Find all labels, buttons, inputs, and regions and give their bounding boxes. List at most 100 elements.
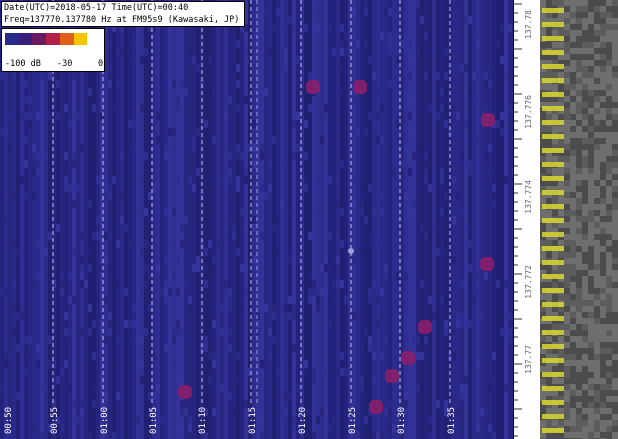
spectrogram-column <box>240 0 244 439</box>
side-cell <box>594 264 600 270</box>
spectrogram-cell <box>260 144 264 152</box>
side-cell <box>576 402 582 408</box>
side-cell <box>606 348 612 354</box>
spectrogram-cell <box>148 192 152 200</box>
spectrogram-column <box>64 0 68 439</box>
side-cell <box>570 6 576 12</box>
spectrogram-cell <box>340 48 344 56</box>
spectrogram-cell <box>324 256 328 264</box>
spectrogram-cell <box>368 296 372 304</box>
side-cell <box>588 192 594 198</box>
side-cell <box>606 216 612 222</box>
spectrogram-cell <box>384 336 388 344</box>
spectrogram-cell <box>452 248 456 256</box>
side-cell <box>600 60 606 66</box>
spectrogram[interactable]: Date(UTC)=2018-05-17 Time(UTC)=00:40 Fre… <box>0 0 513 439</box>
spectrogram-cell <box>12 72 16 80</box>
side-cell <box>600 324 606 330</box>
side-cell <box>588 66 594 72</box>
spectrogram-cell <box>208 376 212 384</box>
side-cell <box>552 228 558 234</box>
spectrogram-cell <box>360 344 364 352</box>
time-label: 01:05 <box>149 406 159 434</box>
side-cell <box>600 390 606 396</box>
spectrogram-cell <box>264 8 268 16</box>
side-cell <box>564 216 570 222</box>
side-cell <box>570 240 576 246</box>
side-cell <box>594 180 600 186</box>
spectrogram-column <box>32 0 36 439</box>
side-cell <box>600 228 606 234</box>
spectrogram-cell <box>368 112 372 120</box>
side-cell <box>540 396 546 402</box>
spectrogram-cell <box>264 32 268 40</box>
side-cell <box>600 54 606 60</box>
spectrogram-cell <box>444 96 448 104</box>
side-highlight <box>542 274 564 279</box>
side-cell <box>612 210 618 216</box>
side-cell <box>594 288 600 294</box>
side-cell <box>558 348 564 354</box>
spectrogram-cell <box>180 376 184 384</box>
spectrogram-cell <box>8 112 12 120</box>
side-cell <box>606 114 612 120</box>
side-cell <box>552 54 558 60</box>
side-cell <box>606 126 612 132</box>
spectrogram-cell <box>356 288 360 296</box>
side-cell <box>576 306 582 312</box>
spectrogram-cell <box>68 296 72 304</box>
spectrogram-cell <box>152 416 156 424</box>
spectrogram-cell <box>292 304 296 312</box>
side-cell <box>558 240 564 246</box>
side-cell <box>564 420 570 426</box>
spectrogram-cell <box>152 176 156 184</box>
side-cell <box>576 162 582 168</box>
spectrogram-cell <box>416 0 420 8</box>
side-cell <box>612 300 618 306</box>
side-cell <box>546 432 552 438</box>
side-cell <box>600 126 606 132</box>
spectrogram-cell <box>324 112 328 120</box>
side-cell <box>600 144 606 150</box>
spectrogram-cell <box>372 376 376 384</box>
side-cell <box>594 144 600 150</box>
spectrogram-cell <box>128 120 132 128</box>
spectrogram-cell <box>380 192 384 200</box>
side-cell <box>606 0 612 6</box>
spectrogram-cell <box>456 112 460 120</box>
side-cell <box>600 132 606 138</box>
side-cell <box>612 414 618 420</box>
spectrogram-cell <box>280 352 284 360</box>
side-cell <box>594 402 600 408</box>
spectrogram-cell <box>36 344 40 352</box>
spectrogram-cell <box>156 136 160 144</box>
spectrogram-cell <box>336 256 340 264</box>
side-cell <box>588 30 594 36</box>
side-cell <box>564 360 570 366</box>
side-cell <box>594 102 600 108</box>
side-cell <box>588 408 594 414</box>
side-cell <box>546 138 552 144</box>
spectrogram-cell <box>228 176 232 184</box>
spectrogram-cell <box>76 184 80 192</box>
side-cell <box>612 102 618 108</box>
side-cell <box>564 66 570 72</box>
side-cell <box>546 270 552 276</box>
spectrogram-cell <box>364 312 368 320</box>
spectrogram-cell <box>116 168 120 176</box>
side-cell <box>588 36 594 42</box>
spectrogram-cell <box>336 280 340 288</box>
side-cell <box>576 342 582 348</box>
spectrogram-cell <box>228 168 232 176</box>
spectrogram-cell <box>420 224 424 232</box>
spectrogram-cell <box>376 240 380 248</box>
spectrogram-column <box>12 0 16 439</box>
side-cell <box>606 270 612 276</box>
spectrogram-column <box>388 0 392 439</box>
side-cell <box>564 108 570 114</box>
side-cell <box>594 6 600 12</box>
side-highlight <box>542 330 564 335</box>
spectrogram-cell <box>164 288 168 296</box>
spectrogram-cell <box>132 144 136 152</box>
spectrogram-cell <box>72 152 76 160</box>
